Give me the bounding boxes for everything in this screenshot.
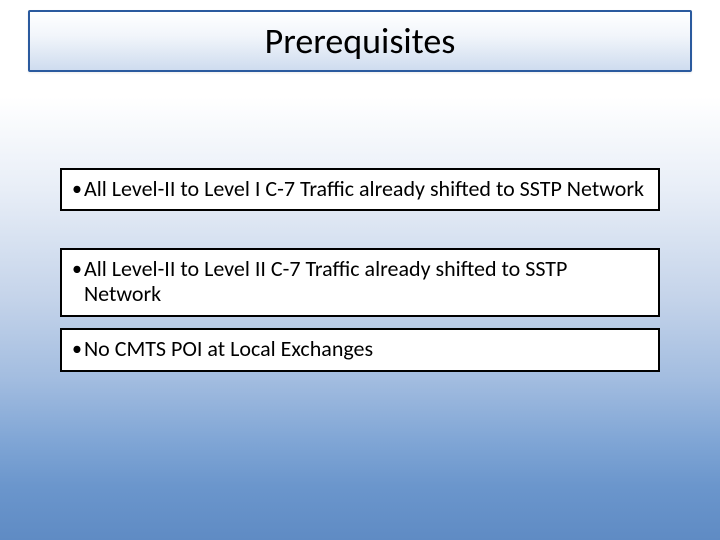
bullet-content: • No CMTS POI at Local Exchanges xyxy=(72,336,648,361)
bullet-box: • All Level-II to Level I C-7 Traffic al… xyxy=(60,168,660,211)
slide-title-bar: Prerequisites xyxy=(28,10,692,72)
bullet-content: • All Level-II to Level I C-7 Traffic al… xyxy=(72,176,648,201)
bullet-text: All Level-II to Level I C-7 Traffic alre… xyxy=(84,176,648,201)
bullet-text: No CMTS POI at Local Exchanges xyxy=(84,336,648,361)
bullet-dot-icon: • xyxy=(72,337,82,361)
bullet-dot-icon: • xyxy=(72,257,82,281)
slide-title: Prerequisites xyxy=(265,19,456,63)
bullet-content: • All Level-II to Level II C-7 Traffic a… xyxy=(72,256,648,307)
bullet-dot-icon: • xyxy=(72,177,82,201)
bullet-box: • All Level-II to Level II C-7 Traffic a… xyxy=(60,248,660,317)
bullet-text: All Level-II to Level II C-7 Traffic alr… xyxy=(84,256,648,307)
bullet-box: • No CMTS POI at Local Exchanges xyxy=(60,328,660,372)
